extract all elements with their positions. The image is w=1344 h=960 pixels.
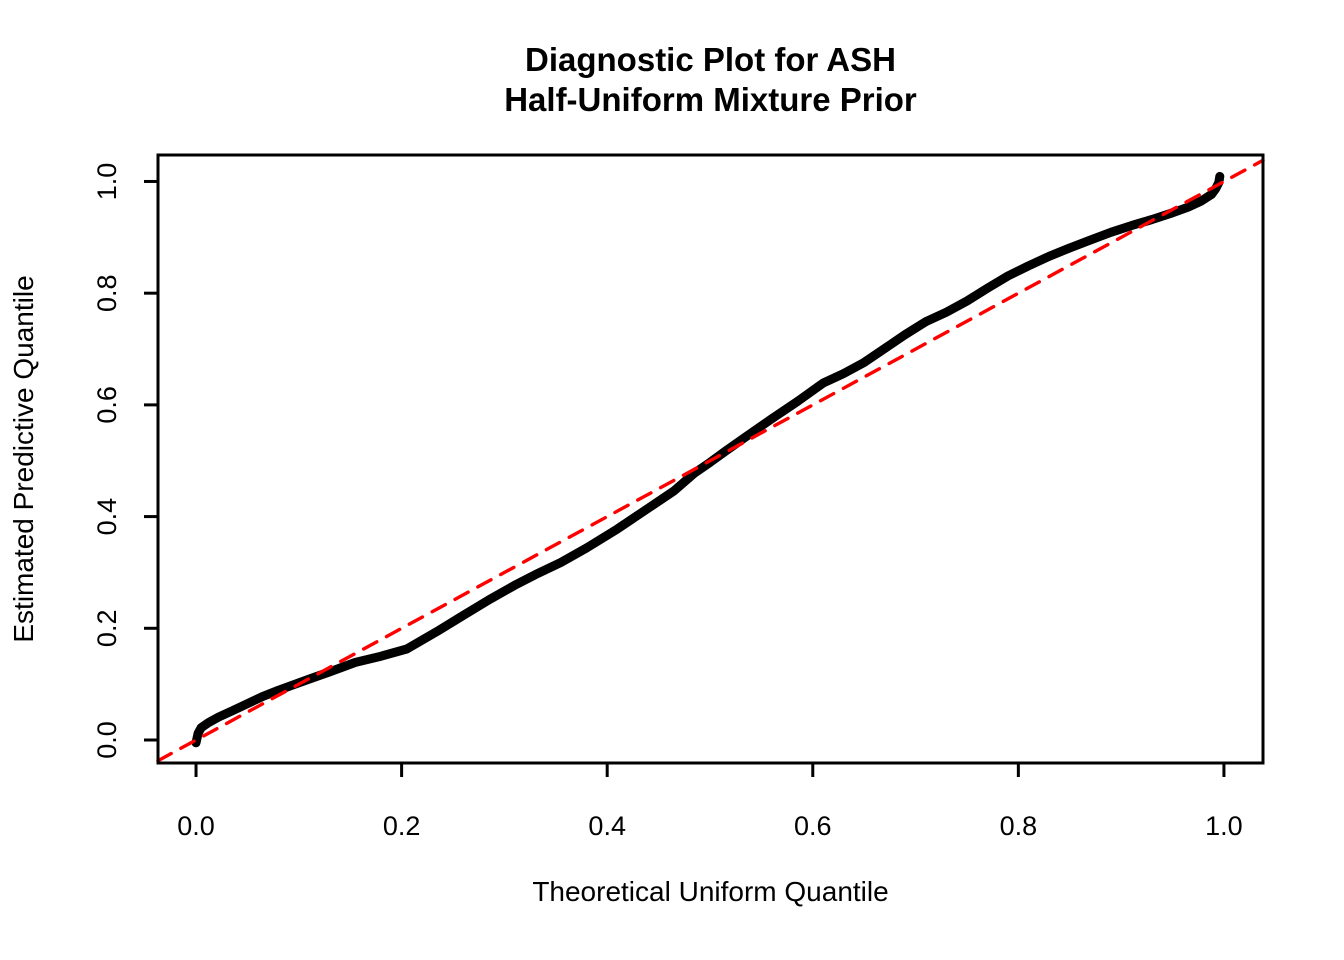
x-axis-tick-label: 0.8 xyxy=(1000,811,1038,841)
x-axis-title: Theoretical Uniform Quantile xyxy=(532,876,888,907)
x-axis-tick-label: 0.4 xyxy=(588,811,626,841)
plot-box xyxy=(156,153,1265,765)
y-axis-tick-label: 0.8 xyxy=(92,274,122,312)
chart-title-line2: Half-Uniform Mixture Prior xyxy=(504,81,917,118)
y-axis-tick-label: 0.2 xyxy=(92,610,122,648)
chart-title: Diagnostic Plot for ASH Half-Uniform Mix… xyxy=(77,40,1344,120)
identity-reference-line xyxy=(156,158,1265,763)
axes-layer: 0.0 0.2 0.4 0.6 0.8 1.0 0.0 0.2 0.4 0.6 0.8 1.0 xyxy=(92,153,1265,841)
x-axis-tick-label: 1.0 xyxy=(1205,811,1243,841)
x-axis-tick-label: 0.0 xyxy=(177,811,215,841)
series-layer xyxy=(156,158,1265,763)
y-axis-tick-label: 1.0 xyxy=(92,163,122,201)
y-axis-tick-label: 0.6 xyxy=(92,386,122,424)
y-axis-tick-label: 0.0 xyxy=(92,721,122,759)
chart-title-line1: Diagnostic Plot for ASH xyxy=(525,41,896,78)
predictive-quantile-curve xyxy=(191,171,1225,748)
x-axis-tick-label: 0.2 xyxy=(383,811,421,841)
y-axis-title: Estimated Predictive Quantile xyxy=(8,275,39,642)
x-axis-tick-label: 0.6 xyxy=(794,811,832,841)
y-axis-tick-label: 0.4 xyxy=(92,498,122,536)
